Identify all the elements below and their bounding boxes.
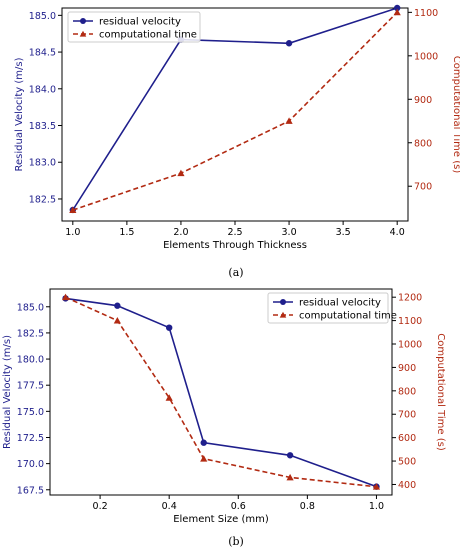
- y-tick-label: 172.5: [17, 433, 44, 444]
- residual-velocity-point: [393, 4, 401, 12]
- y2-tick-label: 1200: [398, 293, 422, 304]
- y2-tick-label: 900: [414, 95, 432, 106]
- y2-tick-label: 800: [398, 386, 416, 397]
- plot-frame: [49, 288, 393, 496]
- y2-tick-label: 400: [398, 480, 416, 491]
- panel-label-a: (a): [228, 266, 243, 279]
- y-tick-label: 183.5: [29, 121, 56, 132]
- legend-marker: [80, 18, 86, 24]
- x-tick-label: 1.5: [119, 227, 134, 238]
- y2-tick-label: 600: [398, 433, 416, 444]
- x-tick-label: 2.5: [227, 227, 242, 238]
- panel-label-b: (b): [228, 535, 244, 548]
- y2-axis-label: Computational Time (s): [435, 333, 446, 451]
- x-tick-label: 1.0: [369, 501, 384, 512]
- y-tick-label: 167.5: [17, 485, 44, 496]
- y-tick-label: 185.0: [17, 302, 44, 313]
- y-tick-label: 175.0: [17, 407, 44, 418]
- computational-time-point: [177, 169, 185, 177]
- legend-label: computational time: [99, 30, 197, 41]
- residual-velocity-point: [165, 324, 173, 331]
- y2-axis-label: Computational Time (s): [451, 56, 460, 174]
- residual-velocity-line: [65, 297, 377, 488]
- x-tick-label: 0.2: [93, 501, 108, 512]
- y-tick-label: 183.0: [29, 158, 56, 169]
- y2-tick-label: 1100: [398, 316, 422, 327]
- computational-time-point: [69, 206, 77, 214]
- x-tick-label: 3.5: [336, 227, 351, 238]
- y-axis-label: Residual Velocity (m/s): [14, 57, 25, 171]
- y2-tick-label: 500: [398, 457, 416, 468]
- y-tick-label: 170.0: [17, 459, 44, 470]
- y2-tick-label: 1000: [398, 340, 422, 351]
- y2-tick-label: 800: [414, 138, 432, 149]
- y2-tick-label: 1100: [414, 8, 438, 19]
- chart-a: 1.0 1.5 2.0 2.5 3.0 3.5 4.0 182.5 183.0 183.5 184.…: [14, 4, 460, 251]
- computational-time-point: [61, 293, 70, 301]
- computational-time-point: [285, 117, 293, 124]
- legend-label: computational time: [299, 311, 397, 322]
- computational-time-point: [393, 8, 401, 16]
- legend-box: [267, 292, 389, 324]
- computational-time-point: [165, 394, 173, 401]
- computational-time-point: [372, 483, 381, 490]
- residual-velocity-point: [286, 452, 294, 459]
- y-tick-label: 177.5: [17, 381, 44, 392]
- y-tick-label: 185.0: [29, 11, 56, 22]
- computational-time-line: [72, 11, 398, 211]
- y2-tick-label: 700: [398, 410, 416, 421]
- x-tick-label: 2.0: [173, 227, 188, 238]
- x-axis-label: Element Size (mm): [173, 514, 269, 525]
- y-tick-label: 184.5: [29, 48, 56, 59]
- legend-label: residual velocity: [99, 17, 181, 28]
- computational-time-point: [286, 473, 294, 481]
- y-tick-label: 182.5: [17, 328, 44, 339]
- residual-velocity-line: [72, 7, 398, 211]
- computational-time-point: [113, 317, 121, 324]
- x-axis-label: Elements Through Thickness: [163, 240, 307, 251]
- residual-velocity-point: [200, 439, 207, 446]
- legend-marker: [279, 311, 287, 318]
- x-tick-label: 0.8: [300, 501, 315, 512]
- residual-velocity-point: [285, 40, 293, 47]
- residual-velocity-point: [114, 302, 121, 309]
- legend-marker: [280, 299, 286, 305]
- y-tick-label: 182.5: [29, 194, 56, 205]
- chart-b: 0.2 0.4 0.6 0.8 1.0 167.5 170.0 172.5 175.0 177.5…: [2, 288, 446, 525]
- x-tick-label: 0.6: [231, 501, 246, 512]
- x-tick-label: 4.0: [390, 227, 405, 238]
- legend-box: [67, 11, 201, 43]
- x-tick-label: 0.4: [162, 501, 177, 512]
- x-tick-label: 3.0: [282, 227, 297, 238]
- x-tick-label: 1.0: [65, 227, 80, 238]
- computational-time-line: [65, 296, 377, 488]
- computational-time-point: [200, 455, 208, 462]
- legend-label: residual velocity: [299, 298, 381, 309]
- y2-tick-label: 700: [414, 182, 432, 193]
- y2-tick-label: 900: [398, 363, 416, 374]
- y-tick-label: 180.0: [17, 355, 44, 366]
- y-axis-label: Residual Velocity (m/s): [2, 335, 13, 449]
- y2-tick-label: 1000: [414, 51, 438, 62]
- legend-marker: [79, 30, 87, 37]
- y-tick-label: 184.0: [29, 84, 56, 95]
